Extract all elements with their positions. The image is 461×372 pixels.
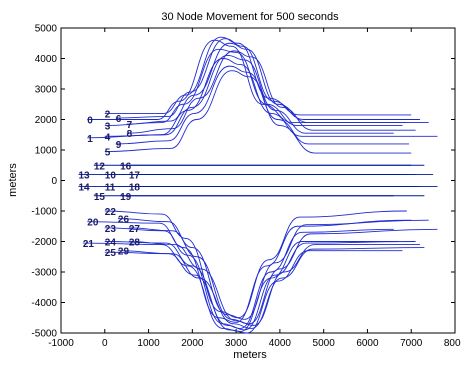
node-label: 6 (116, 114, 122, 125)
node-path-series (104, 210, 407, 319)
node-label: 1 (87, 134, 93, 145)
node-label: 7 (127, 120, 133, 131)
series-layer (78, 36, 438, 334)
node-path-series (117, 247, 425, 329)
node-path-series (126, 50, 416, 134)
y-tick-label: -3000 (31, 268, 57, 279)
node-label: 16 (120, 161, 132, 172)
y-tick-label: 4000 (35, 54, 58, 65)
x-tick-label: 5000 (313, 338, 336, 349)
y-tick-label: -1000 (31, 207, 57, 218)
node-label: 22 (105, 207, 117, 218)
node-path-series (104, 241, 416, 331)
node-path-series (104, 36, 412, 116)
node-path-series (115, 65, 410, 145)
y-axis-label: meters (7, 163, 19, 197)
x-tick-label: 0 (102, 338, 108, 349)
node-label: 28 (129, 238, 141, 249)
node-label: 21 (83, 239, 95, 250)
x-tick-label: 2000 (181, 338, 204, 349)
node-path-series (87, 58, 438, 139)
node-label: 29 (118, 247, 130, 258)
node-label: 15 (94, 192, 106, 203)
x-tick-label: 8000 (444, 338, 461, 349)
node-label: 13 (79, 170, 91, 181)
node-label: 12 (94, 161, 106, 172)
y-tick-label: 2000 (35, 115, 58, 126)
y-tick-label: 3000 (35, 85, 58, 96)
node-label: 4 (105, 132, 111, 143)
y-tick-label: -2000 (31, 237, 57, 248)
node-label: 27 (129, 224, 141, 235)
y-tick-label: 1000 (35, 146, 58, 157)
node-label: 8 (127, 129, 133, 140)
node-path-series (87, 219, 412, 323)
node-path-series (117, 218, 429, 320)
x-tick-label: 7000 (400, 338, 423, 349)
node-label: 20 (87, 218, 99, 229)
node-label: 11 (105, 183, 116, 194)
node-label: 17 (129, 170, 141, 181)
node-path-series (115, 38, 420, 120)
node-path-series (104, 227, 394, 329)
x-tick-label: 6000 (356, 338, 379, 349)
node-label: 26 (118, 215, 130, 226)
x-tick-label: 1000 (137, 338, 160, 349)
x-tick-label: -1000 (48, 338, 74, 349)
node-label: 9 (116, 140, 122, 151)
node-label: 18 (129, 183, 141, 194)
node-path-series (104, 250, 403, 334)
y-tick-label: 5000 (35, 24, 58, 35)
node-path-series (128, 241, 420, 326)
node-label: 23 (105, 224, 117, 235)
node-label: 25 (105, 248, 117, 259)
node-label: 2 (105, 109, 111, 120)
y-tick-label: -5000 (31, 329, 57, 340)
node-path-series (104, 70, 412, 154)
node-label: 19 (120, 192, 132, 203)
node-label: 14 (79, 183, 91, 194)
x-axis-label: meters (233, 349, 267, 361)
y-tick-label: 0 (51, 176, 57, 187)
node-label: 5 (105, 148, 111, 159)
node-label: 24 (105, 238, 117, 249)
node-label: 0 (87, 116, 93, 127)
x-tick-label: 4000 (269, 338, 292, 349)
ticks-layer: -1000010002000300040005000600070008000-5… (31, 24, 461, 350)
y-tick-label: -4000 (31, 298, 57, 309)
node-path-series (104, 54, 394, 137)
node-path-series (126, 42, 429, 125)
x-tick-label: 3000 (225, 338, 248, 349)
node-label: 3 (105, 122, 111, 133)
chart-title: 30 Node Movement for 500 seconds (161, 11, 339, 23)
node-label: 10 (105, 170, 117, 181)
